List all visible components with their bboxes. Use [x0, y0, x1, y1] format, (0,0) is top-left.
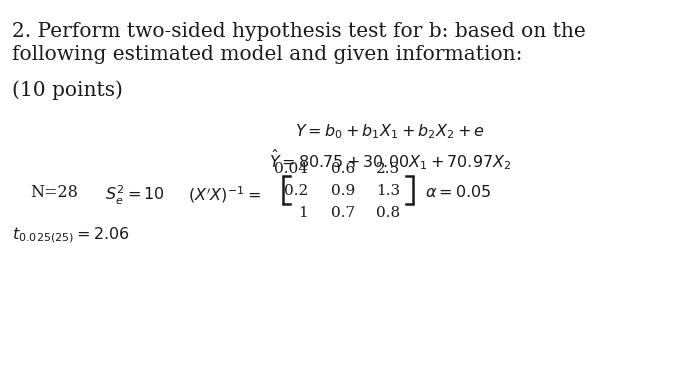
Text: 0.2: 0.2 [284, 184, 308, 198]
Text: 2. Perform two-sided hypothesis test for b: based on the: 2. Perform two-sided hypothesis test for… [12, 22, 586, 41]
Text: $Y = b_0 + b_1X_1 + b_2X_2 + e$: $Y = b_0 + b_1X_1 + b_2X_2 + e$ [295, 122, 485, 141]
Text: 1.3: 1.3 [376, 184, 400, 198]
Text: 0.8: 0.8 [376, 206, 400, 220]
Text: 1: 1 [298, 206, 308, 220]
Text: $\alpha = 0.05$: $\alpha = 0.05$ [425, 184, 491, 201]
Text: $(X'X)^{-1} =$: $(X'X)^{-1} =$ [188, 184, 261, 205]
Text: $S_e^2 =10$: $S_e^2 =10$ [105, 184, 164, 207]
Text: (10 points): (10 points) [12, 80, 123, 100]
Text: 0.9: 0.9 [330, 184, 355, 198]
Text: N=28: N=28 [30, 184, 78, 201]
Text: 2.5: 2.5 [376, 162, 400, 176]
Text: 0.6: 0.6 [330, 162, 355, 176]
Text: $t_{0.025(25)} = 2.06$: $t_{0.025(25)} = 2.06$ [12, 225, 130, 245]
Text: 0.04: 0.04 [274, 162, 308, 176]
Text: 0.7: 0.7 [331, 206, 355, 220]
Text: following estimated model and given information:: following estimated model and given info… [12, 45, 522, 64]
Text: $\hat{Y} = 80.75 + 30.00X_1 + 70.97X_2$: $\hat{Y} = 80.75 + 30.00X_1 + 70.97X_2$ [269, 147, 511, 172]
